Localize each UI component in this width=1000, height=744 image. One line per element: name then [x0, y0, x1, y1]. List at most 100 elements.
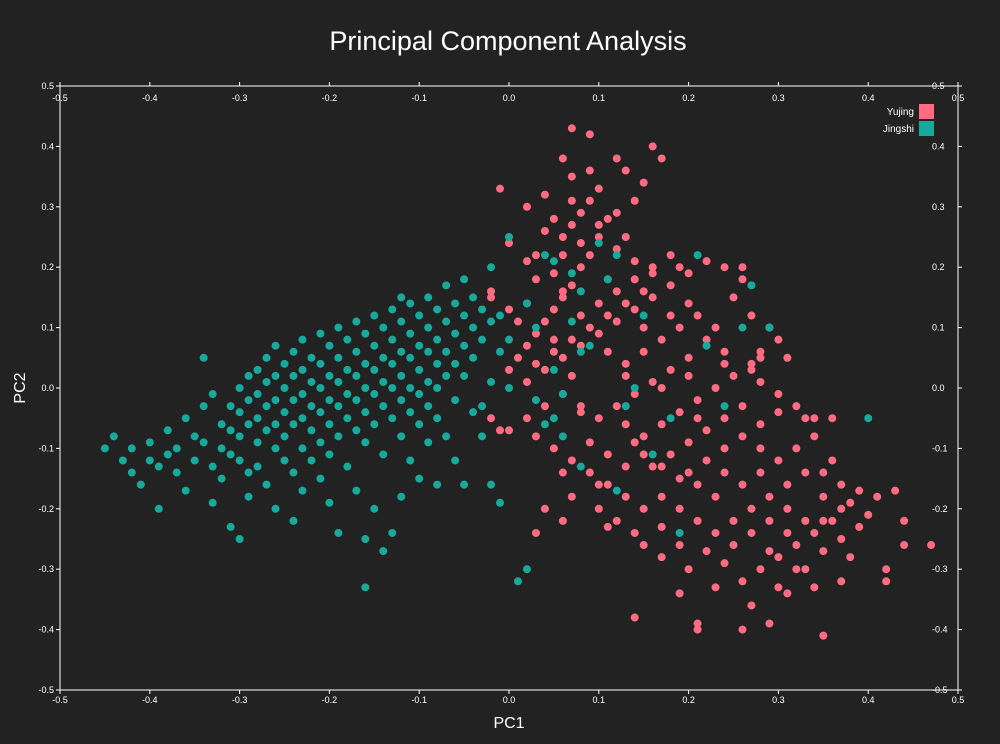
data-point [675, 528, 684, 537]
data-point [558, 154, 567, 163]
data-point [540, 504, 549, 513]
data-point [603, 347, 612, 356]
series-yujing [487, 124, 936, 640]
data-point [756, 444, 765, 453]
x-tick-label-top: 0.4 [862, 93, 875, 103]
data-point [594, 299, 603, 308]
data-point [451, 359, 460, 368]
data-point [783, 353, 792, 362]
data-point [271, 420, 280, 429]
data-point [352, 486, 361, 495]
data-point [621, 402, 630, 411]
data-point [487, 317, 496, 326]
data-point [720, 359, 729, 368]
data-point [630, 613, 639, 622]
data-point [505, 335, 513, 344]
data-point [325, 420, 334, 429]
data-point [666, 414, 675, 423]
data-point [810, 583, 819, 592]
data-point [424, 347, 433, 356]
data-point [846, 553, 855, 562]
data-point [693, 311, 702, 320]
data-point [316, 438, 325, 447]
data-point [478, 402, 487, 411]
data-point [540, 226, 549, 235]
data-point [522, 257, 531, 266]
data-point [289, 371, 298, 380]
data-point [298, 444, 307, 453]
data-point [244, 371, 253, 380]
data-point [639, 541, 648, 550]
data-point [576, 462, 585, 471]
data-point [370, 365, 379, 374]
data-point [702, 456, 711, 465]
data-point [801, 414, 810, 423]
data-point [612, 402, 621, 411]
data-point [433, 359, 442, 368]
data-point [792, 565, 801, 574]
data-point [684, 299, 693, 308]
data-point [756, 565, 765, 574]
data-point [163, 426, 172, 435]
x-tick-label-bottom: 0.5 [952, 695, 965, 705]
data-point [774, 583, 783, 592]
data-point [118, 456, 127, 465]
legend: Yujing Jingshi [883, 104, 934, 136]
data-point [639, 347, 648, 356]
data-point [657, 462, 666, 471]
data-point [406, 384, 415, 392]
data-point [891, 486, 900, 495]
data-point [424, 377, 433, 386]
data-point [747, 311, 756, 320]
data-point [469, 323, 478, 332]
data-point [280, 408, 289, 417]
data-point [487, 287, 496, 296]
data-point [594, 184, 603, 193]
data-point [370, 504, 379, 513]
data-point [505, 426, 513, 435]
data-point [648, 462, 657, 471]
data-point [199, 438, 208, 447]
data-point [648, 293, 657, 302]
data-point [361, 583, 370, 592]
data-point [397, 317, 406, 326]
data-point [567, 492, 576, 501]
y-tick-label-right: 0.3 [932, 202, 945, 212]
data-point [585, 196, 594, 205]
y-tick-label-left: -0.1 [38, 443, 54, 453]
data-point [325, 371, 334, 380]
data-point [522, 377, 531, 386]
data-point [361, 329, 370, 338]
chart-title: Principal Component Analysis [329, 26, 686, 56]
data-point [819, 468, 828, 477]
data-point [127, 444, 136, 453]
data-point [594, 480, 603, 489]
data-point [549, 444, 558, 453]
data-point [253, 365, 262, 374]
data-point [388, 384, 397, 392]
data-point [487, 263, 496, 272]
legend-swatch [919, 121, 934, 136]
data-point [262, 426, 271, 435]
data-point [621, 299, 630, 308]
data-point [406, 329, 415, 338]
data-point [307, 377, 316, 386]
data-point [783, 504, 792, 513]
data-point [567, 172, 576, 181]
data-point [388, 359, 397, 368]
data-point [442, 371, 451, 380]
data-point [603, 214, 612, 223]
data-point [217, 474, 226, 483]
data-point [415, 311, 424, 320]
data-point [621, 420, 630, 429]
data-point [522, 202, 531, 211]
data-point [397, 432, 406, 441]
data-point [127, 468, 136, 477]
data-point [765, 547, 774, 556]
data-point [316, 329, 325, 338]
data-point [181, 486, 190, 495]
x-tick-label-bottom: 0.2 [682, 695, 695, 705]
data-point [531, 359, 540, 368]
data-point [639, 311, 648, 320]
data-point [406, 299, 415, 308]
